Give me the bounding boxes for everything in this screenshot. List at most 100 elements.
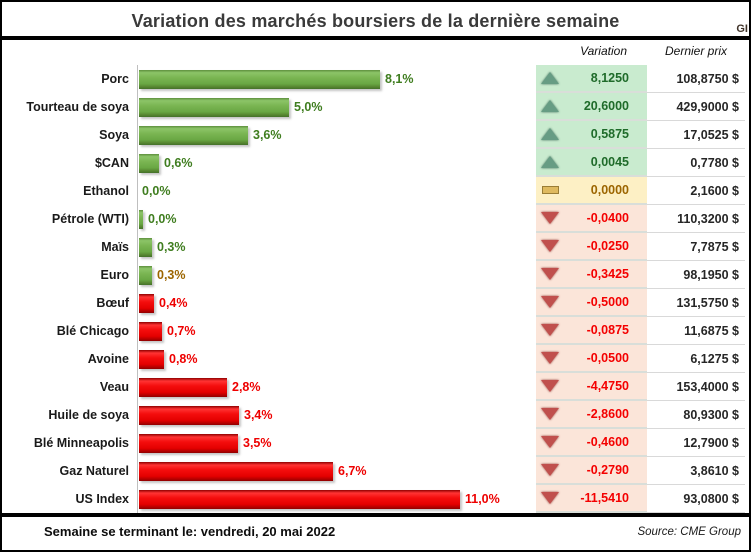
variation-value: -0,4600 [564,429,647,457]
variation-value: -0,3425 [564,261,647,289]
column-header-variation: Variation [580,44,627,58]
variation-value: 0,0045 [564,149,647,177]
market-row: Porc 8,1% 8,1250 108,8750 $ [2,65,749,93]
variation-value: 0,0000 [564,177,647,205]
chart-axis-line [137,65,138,513]
last-price-value: 0,7780 $ [647,149,745,177]
market-row: Veau 2,8% -4,4750 153,4000 $ [2,373,749,401]
last-price-value: 2,1600 $ [647,177,745,205]
last-price-value: 93,0800 $ [647,485,745,513]
market-label: Pétrole (WTI) [51,212,129,226]
trend-arrow-icon [541,100,559,112]
bar-value-label: 0,6% [164,156,193,170]
variation-bar [139,293,154,313]
bar-cell: 3,4% [137,401,536,429]
trend-arrow-icon [541,352,559,364]
footer-divider [2,513,749,517]
bar-cell: 0,7% [137,317,536,345]
bar-value-label: 3,4% [244,408,273,422]
variation-bar [139,349,164,369]
bar-value-label: 5,0% [294,100,323,114]
title-bar: Variation des marchés boursiers de la de… [2,2,749,40]
trend-cell [536,373,564,401]
last-price-value: 153,4000 $ [647,373,745,401]
last-price-value: 98,1950 $ [647,261,745,289]
market-label: Blé Minneapolis [33,436,129,450]
trend-cell [536,289,564,317]
variation-bar [139,97,289,117]
market-row: Tourteau de soya 5,0% 20,6000 429,9000 $ [2,93,749,121]
variation-bar [139,125,248,145]
last-price-value: 108,8750 $ [647,65,745,93]
variation-bar [139,489,460,509]
last-price-value: 110,3200 $ [647,205,745,233]
market-label: Gaz Naturel [59,464,129,478]
market-row: Blé Chicago 0,7% -0,0875 11,6875 $ [2,317,749,345]
trend-cell [536,457,564,485]
variation-value: 0,5875 [564,121,647,149]
bar-cell: 0,6% [137,149,536,177]
week-ending-label: Semaine se terminant le: vendredi, 20 ma… [44,524,336,539]
market-label: Soya [99,128,129,142]
market-row: Bœuf 0,4% -0,5000 131,5750 $ [2,289,749,317]
bar-value-label: 2,8% [232,380,261,394]
market-label: Bœuf [96,296,129,310]
trend-arrow-icon [541,464,559,476]
trend-cell [536,317,564,345]
variation-value: -2,8600 [564,401,647,429]
trend-cell [536,149,564,177]
market-label: Euro [100,268,129,282]
variation-value: -0,0250 [564,233,647,261]
bar-value-label: 0,0% [142,184,171,198]
bar-value-label: 6,7% [338,464,367,478]
market-label: Porc [101,72,129,86]
trend-cell [536,177,564,205]
market-row: Pétrole (WTI) 0,0% -0,0400 110,3200 $ [2,205,749,233]
bar-value-label: 0,3% [157,268,186,282]
trend-arrow-icon [541,436,559,448]
bar-chart-and-table: Porc 8,1% 8,1250 108,8750 $ Tourteau de … [2,65,749,513]
market-row: Gaz Naturel 6,7% -0,2790 3,8610 $ [2,457,749,485]
trend-cell [536,401,564,429]
last-price-value: 80,9300 $ [647,401,745,429]
variation-bar [139,265,152,285]
bar-cell: 0,3% [137,233,536,261]
bar-cell: 0,0% [137,177,536,205]
bar-value-label: 0,3% [157,240,186,254]
market-row: Ethanol 0,0% 0,0000 2,1600 $ [2,177,749,205]
trend-arrow-icon [541,296,559,308]
market-row: $CAN 0,6% 0,0045 0,7780 $ [2,149,749,177]
last-price-value: 12,7900 $ [647,429,745,457]
trend-arrow-icon [541,128,559,140]
trend-cell [536,261,564,289]
table-column-headers: Variation Dernier prix [2,40,749,65]
variation-value: 8,1250 [564,65,647,93]
market-row: Euro 0,3% -0,3425 98,1950 $ [2,261,749,289]
trend-cell [536,65,564,93]
bar-value-label: 0,4% [159,296,188,310]
last-price-value: 7,7875 $ [647,233,745,261]
bar-value-label: 11,0% [465,492,500,506]
bar-value-label: 0,0% [148,212,177,226]
market-label: Avoine [87,352,129,366]
bar-value-label: 0,8% [169,352,198,366]
variation-bar [139,69,380,89]
market-label: Blé Chicago [56,324,129,338]
variation-value: -4,4750 [564,373,647,401]
trend-arrow-icon [541,240,559,252]
trend-cell [536,345,564,373]
variation-bar [139,405,239,425]
market-label: Huile de soya [48,408,129,422]
variation-bar [139,377,227,397]
variation-value: -0,0500 [564,345,647,373]
trend-cell [536,485,564,513]
market-row: Maïs 0,3% -0,0250 7,7875 $ [2,233,749,261]
bar-value-label: 3,6% [253,128,282,142]
variation-bar [139,237,152,257]
column-header-last-price: Dernier prix [664,44,727,58]
source-label: Source: CME Group [637,525,741,538]
market-row: Blé Minneapolis 3,5% -0,4600 12,7900 $ [2,429,749,457]
market-row: Soya 3,6% 0,5875 17,0525 $ [2,121,749,149]
bar-cell: 2,8% [137,373,536,401]
market-label: Veau [99,380,129,394]
